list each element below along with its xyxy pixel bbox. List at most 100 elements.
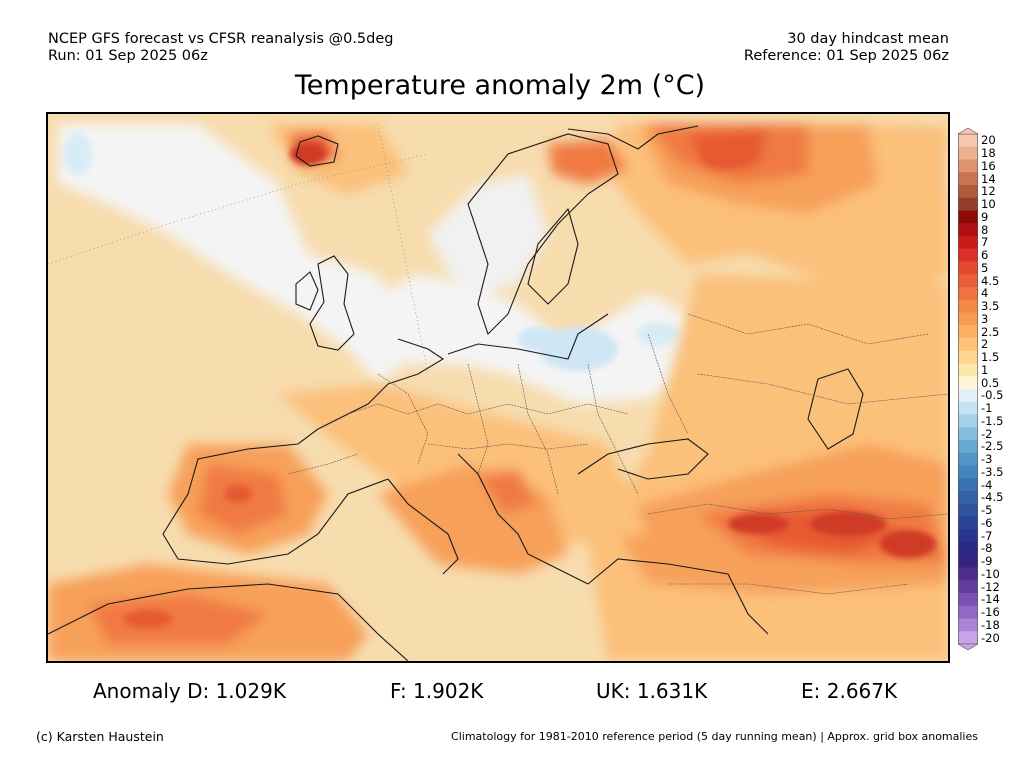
colorbar-label: -8 xyxy=(981,541,993,556)
colorbar-cell xyxy=(958,172,978,186)
model-description: NCEP GFS forecast vs CFSR reanalysis @0.… xyxy=(48,31,394,47)
colorbar-cell xyxy=(958,465,978,479)
colorbar-label: 20 xyxy=(981,133,996,148)
colorbar-label: -12 xyxy=(981,579,1000,594)
colorbar-cell xyxy=(958,554,978,568)
colorbar-label: 4 xyxy=(981,286,989,301)
colorbar-label: -6 xyxy=(981,515,993,530)
colorbar-label: -2.5 xyxy=(981,439,1004,454)
colorbar-cell xyxy=(958,274,978,288)
stat-france: F: 1.902K xyxy=(390,679,484,703)
colorbar-top-triangle-icon xyxy=(958,128,978,135)
colorbar-cell xyxy=(958,605,978,619)
colorbar-cell xyxy=(958,134,978,148)
graticule xyxy=(48,123,429,375)
colorbar-cell xyxy=(958,197,978,211)
colorbar xyxy=(958,128,978,650)
colorbar-label: 18 xyxy=(981,146,996,161)
colorbar-label: 9 xyxy=(981,209,989,224)
colorbar-label: 7 xyxy=(981,235,989,250)
colorbar-cell xyxy=(958,529,978,543)
colorbar-label: 12 xyxy=(981,184,996,199)
colorbar-cell xyxy=(958,210,978,224)
colorbar-cell xyxy=(958,287,978,301)
colorbar-label: -14 xyxy=(981,592,1000,607)
colorbar-label: 6 xyxy=(981,248,989,263)
colorbar-cell xyxy=(958,338,978,352)
colorbar-label: 3.5 xyxy=(981,299,1000,314)
colorbar-cell xyxy=(958,261,978,275)
colorbar-bottom-triangle-icon xyxy=(958,643,978,650)
colorbar-cell xyxy=(958,516,978,530)
colorbar-label: -18 xyxy=(981,617,1000,632)
colorbar-label: -7 xyxy=(981,528,993,543)
colorbar-cell xyxy=(958,491,978,505)
colorbar-label: -10 xyxy=(981,566,1000,581)
map-canvas xyxy=(48,114,948,661)
colorbar-cell xyxy=(958,299,978,313)
stat-europe: E: 2.667K xyxy=(801,679,898,703)
colorbar-cell xyxy=(958,236,978,250)
colorbar-label: 16 xyxy=(981,158,996,173)
colorbar-cell xyxy=(958,185,978,199)
header-left: NCEP GFS forecast vs CFSR reanalysis @0.… xyxy=(48,31,393,65)
colorbar-label: -1 xyxy=(981,401,993,416)
colorbar-label: -16 xyxy=(981,605,1000,620)
colorbar-cell xyxy=(958,542,978,556)
colorbar-label: 10 xyxy=(981,197,996,212)
climatology-note: Climatology for 1981-2010 reference peri… xyxy=(451,730,978,743)
colorbar-label: 2.5 xyxy=(981,324,1000,339)
colorbar-label: 2 xyxy=(981,337,989,352)
colorbar-label: -3.5 xyxy=(981,464,1004,479)
colorbar-label: -2 xyxy=(981,426,993,441)
colorbar-label: 3 xyxy=(981,311,989,326)
anomaly-map xyxy=(46,112,950,663)
cool-anomaly-patches xyxy=(64,132,680,371)
colorbar-cell xyxy=(958,248,978,262)
colorbar-cell xyxy=(958,452,978,466)
colorbar-cell xyxy=(958,478,978,492)
colorbar-label: -5 xyxy=(981,503,993,518)
colorbar-label: -0.5 xyxy=(981,388,1004,403)
colorbar-cell xyxy=(958,363,978,377)
colorbar-cell xyxy=(958,376,978,390)
colorbar-cell xyxy=(958,223,978,237)
colorbar-cell xyxy=(958,159,978,173)
colorbar-cell xyxy=(958,593,978,607)
colorbar-label: -4 xyxy=(981,477,993,492)
colorbar-label: -1.5 xyxy=(981,413,1004,428)
colorbar-label: 1 xyxy=(981,362,989,377)
colorbar-label: -20 xyxy=(981,630,1000,645)
colorbar-label: -3 xyxy=(981,452,993,467)
map-title: Temperature anomaly 2m (°C) xyxy=(294,70,706,101)
reference-time: Reference: 01 Sep 2025 06z xyxy=(743,48,949,64)
hindcast-label: 30 day hindcast mean xyxy=(787,31,949,47)
colorbar-cell xyxy=(958,618,978,632)
copyright: (c) Karsten Haustein xyxy=(36,729,164,744)
colorbar-cell xyxy=(958,312,978,326)
colorbar-label: 5 xyxy=(981,260,989,275)
coastlines xyxy=(48,125,864,661)
header-right: 30 day hindcast mean Reference: 01 Sep 2… xyxy=(744,31,949,65)
colorbar-cell xyxy=(958,440,978,454)
colorbar-label: 1.5 xyxy=(981,350,1000,365)
stat-germany: Anomaly D: 1.029K xyxy=(93,679,286,703)
national-borders xyxy=(287,313,948,595)
colorbar-cell xyxy=(958,580,978,594)
colorbar-cell xyxy=(958,389,978,403)
colorbar-cell xyxy=(958,427,978,441)
colorbar-cell xyxy=(958,401,978,415)
colorbar-label: 8 xyxy=(981,222,989,237)
colorbar-label: 14 xyxy=(981,171,996,186)
regional-anomaly-stats: Anomaly D: 1.029K F: 1.902K UK: 1.631K E… xyxy=(0,679,1024,707)
colorbar-label: 4.5 xyxy=(981,273,1000,288)
colorbar-cell xyxy=(958,567,978,581)
colorbar-label: 0.5 xyxy=(981,375,1000,390)
colorbar-label: -4.5 xyxy=(981,490,1004,505)
colorbar-label: -9 xyxy=(981,554,993,569)
colorbar-cell xyxy=(958,414,978,428)
colorbar-cell xyxy=(958,503,978,517)
hot-spots xyxy=(124,140,936,628)
run-time: Run: 01 Sep 2025 06z xyxy=(48,48,208,64)
stat-uk: UK: 1.631K xyxy=(596,679,708,703)
